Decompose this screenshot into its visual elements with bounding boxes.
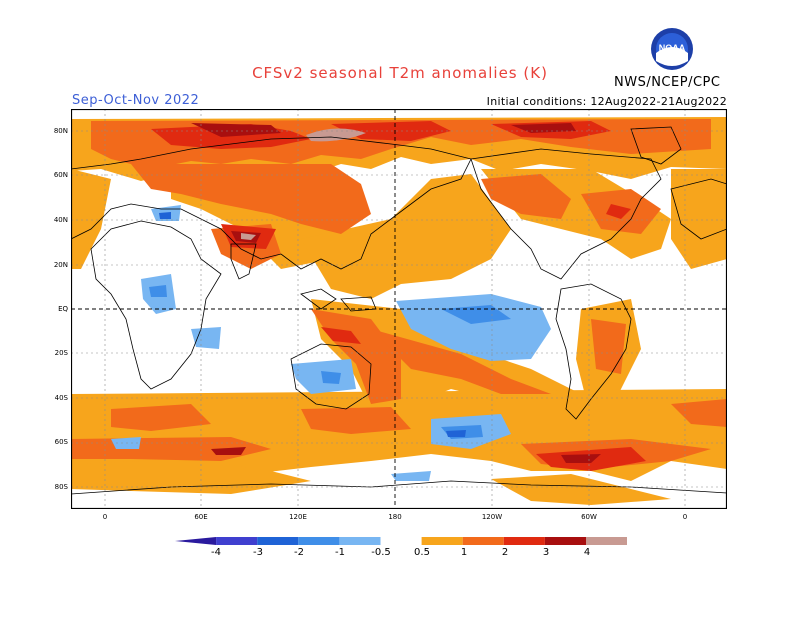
lat-label-40s: 40S <box>54 394 68 402</box>
noaa-logo: NOAA <box>651 28 693 70</box>
lat-label-20s: 20S <box>54 349 68 357</box>
colorbar <box>175 537 627 545</box>
lat-label-60n: 60N <box>53 171 68 179</box>
colorbar-label-neg1: -1 <box>335 547 345 558</box>
agency-label: NWS/NCEP/CPC <box>614 75 721 90</box>
colorbar-cell-4-5 <box>586 537 627 545</box>
lon-label-120e: 120E <box>289 513 307 521</box>
colorbar-label-05: 0.5 <box>414 547 430 558</box>
initial-conditions-label: Initial conditions: 12Aug2022-21Aug2022 <box>486 95 727 108</box>
anomaly-neg2-neg3-regions <box>159 212 466 437</box>
lat-label-80n: 80N <box>53 127 68 135</box>
colorbar-label-3: 3 <box>542 547 550 558</box>
colorbar-cell-1-2 <box>462 537 504 545</box>
lon-label-60e: 60E <box>194 513 208 521</box>
anomaly-3-4-regions <box>191 123 601 463</box>
colorbar-label-2: 2 <box>501 547 509 558</box>
lat-label-80s: 80S <box>54 483 68 491</box>
map-frame <box>71 109 727 509</box>
continent-outlines <box>71 126 727 495</box>
anomaly-neg05-neg1-regions <box>111 205 551 481</box>
colorbar-cell-05-1 <box>421 537 463 545</box>
colorbar-cell-neg3-neg2 <box>257 537 299 545</box>
lat-label-20n: 20N <box>53 261 68 269</box>
colorbar-cell-neutral <box>380 537 422 545</box>
colorbar-label-neg4: -4 <box>211 547 221 558</box>
lon-label-60w: 60W <box>581 513 597 521</box>
colorbar-label-neg3: -3 <box>253 547 263 558</box>
colorbar-label-4: 4 <box>583 547 591 558</box>
colorbar-cell-neg1-neg05 <box>339 537 381 545</box>
colorbar-cell-neg2-neg1 <box>298 537 340 545</box>
colorbar-label-neg05: -0.5 <box>371 547 391 558</box>
lon-label-0-left: 0 <box>102 513 108 521</box>
map-title: CFSv2 seasonal T2m anomalies (K) <box>252 64 548 82</box>
lon-label-120w: 120W <box>481 513 503 521</box>
colorbar-label-1: 1 <box>460 547 468 558</box>
colorbar-arrow-below-neg4 <box>175 537 217 545</box>
colorbar-cell-2-3 <box>503 537 545 545</box>
noaa-logo-text: NOAA <box>659 43 686 53</box>
reference-lines <box>71 109 727 509</box>
lon-label-0-right: 0 <box>682 513 688 521</box>
lat-label-40n: 40N <box>53 216 68 224</box>
anomaly-neg1-neg2-regions <box>149 285 511 439</box>
anomaly-map <box>71 109 727 509</box>
lon-label-180: 180 <box>388 513 402 521</box>
season-label: Sep-Oct-Nov 2022 <box>72 93 200 108</box>
lat-label-60s: 60S <box>54 438 68 446</box>
colorbar-cell-3-4 <box>544 537 586 545</box>
colorbar-cell-neg4-neg3 <box>216 537 258 545</box>
anomaly-4-5-regions <box>241 128 366 240</box>
colorbar-label-neg2: -2 <box>294 547 304 558</box>
lat-label-eq: EQ <box>58 305 68 313</box>
